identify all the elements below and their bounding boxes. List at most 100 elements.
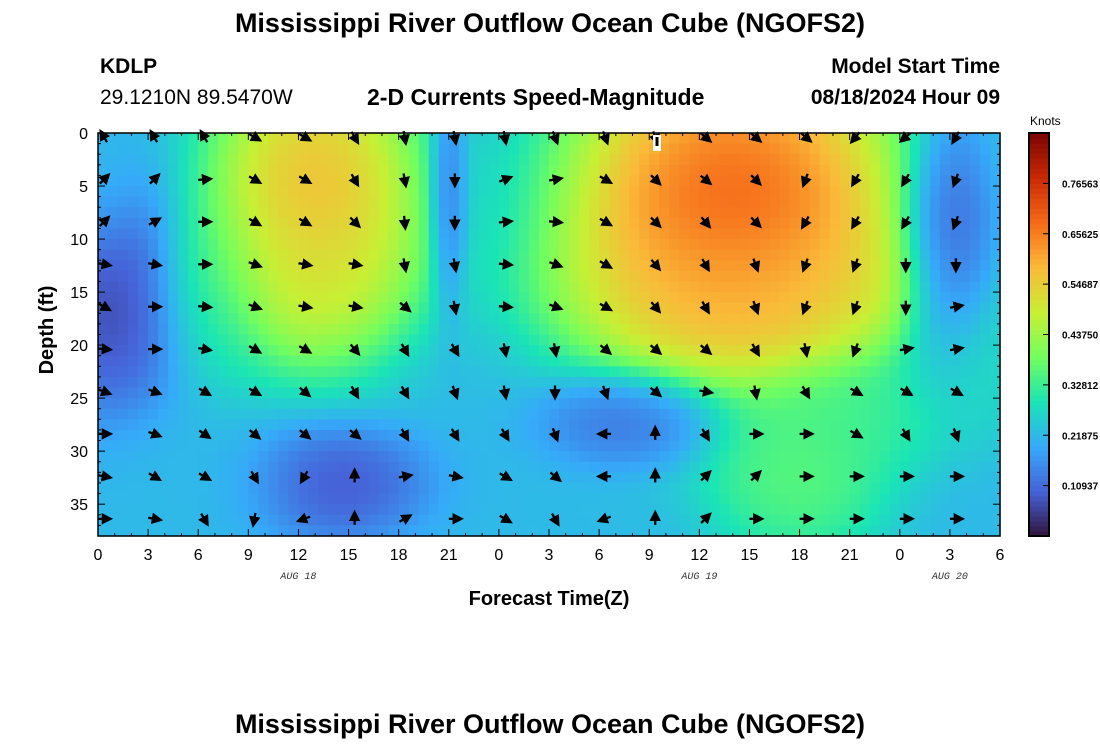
heatmap-cell bbox=[719, 376, 730, 389]
heatmap-cell bbox=[428, 154, 440, 166]
heatmap-cell bbox=[639, 493, 650, 505]
heatmap-cell bbox=[538, 281, 550, 293]
current-arrow bbox=[851, 343, 862, 358]
heatmap-cell bbox=[979, 281, 991, 293]
heatmap-cell bbox=[559, 186, 570, 198]
heatmap-cell bbox=[108, 493, 119, 505]
heatmap-cell bbox=[829, 345, 841, 357]
heatmap-cell bbox=[659, 186, 670, 198]
heatmap-cell bbox=[619, 292, 630, 304]
heatmap-cell bbox=[478, 482, 490, 495]
heatmap-cell bbox=[168, 504, 179, 516]
heatmap-cell bbox=[939, 514, 951, 526]
heatmap-cell bbox=[198, 323, 209, 336]
heatmap-cell bbox=[849, 440, 861, 452]
heatmap-cell bbox=[599, 164, 610, 177]
heatmap-cell bbox=[959, 451, 971, 463]
heatmap-cell bbox=[158, 514, 169, 526]
heatmap-cell bbox=[258, 217, 269, 230]
heatmap-cell bbox=[408, 260, 420, 272]
heatmap-cell bbox=[148, 345, 159, 357]
heatmap-cell bbox=[829, 419, 841, 431]
heatmap-cell bbox=[98, 239, 109, 251]
heatmap-cell bbox=[98, 228, 109, 240]
heatmap-cell bbox=[959, 228, 971, 240]
heatmap-cell bbox=[609, 175, 620, 187]
heatmap-cell bbox=[108, 345, 119, 357]
heatmap-cell bbox=[278, 260, 290, 272]
heatmap-cell bbox=[458, 281, 470, 293]
heatmap-cell bbox=[208, 472, 219, 484]
heatmap-cell bbox=[959, 398, 971, 410]
heatmap-cell bbox=[909, 239, 921, 251]
heatmap-cell bbox=[699, 525, 710, 537]
heatmap-cell bbox=[188, 143, 199, 155]
heatmap-cell bbox=[268, 143, 279, 155]
colorbar-segment bbox=[1029, 163, 1049, 169]
heatmap-cell bbox=[118, 419, 129, 431]
heatmap-cell bbox=[739, 451, 751, 463]
heatmap-cell bbox=[168, 461, 179, 473]
heatmap-cell bbox=[949, 472, 961, 484]
heatmap-cell bbox=[679, 186, 690, 198]
heatmap-cell bbox=[849, 239, 861, 251]
heatmap-cell bbox=[498, 525, 510, 537]
heatmap-cell bbox=[358, 334, 370, 346]
heatmap-cell bbox=[779, 270, 791, 283]
heatmap-cell bbox=[338, 398, 350, 410]
heatmap-cell bbox=[508, 239, 520, 251]
heatmap-cell bbox=[989, 260, 1001, 272]
current-arrow bbox=[248, 385, 263, 397]
heatmap-cell bbox=[338, 154, 350, 166]
current-arrow bbox=[248, 428, 262, 440]
heatmap-cell bbox=[809, 376, 821, 389]
heatmap-cell bbox=[609, 408, 620, 420]
colorbar-segment bbox=[1029, 349, 1049, 356]
heatmap-cell bbox=[959, 376, 971, 389]
heatmap-cell bbox=[118, 482, 129, 495]
heatmap-cell bbox=[839, 440, 851, 452]
heatmap-cell bbox=[889, 482, 901, 495]
heatmap-cell bbox=[328, 281, 340, 293]
heatmap-cell bbox=[288, 514, 300, 526]
heatmap-cell bbox=[448, 419, 460, 431]
heatmap-cell bbox=[969, 249, 981, 261]
heatmap-cell bbox=[619, 175, 630, 187]
heatmap-cell bbox=[789, 366, 801, 378]
heatmap-cell bbox=[218, 143, 229, 155]
heatmap-cell bbox=[218, 334, 229, 346]
heatmap-cell bbox=[238, 292, 249, 304]
heatmap-cell bbox=[729, 143, 741, 155]
heatmap-cell bbox=[589, 345, 600, 357]
heatmap-cell bbox=[248, 355, 259, 367]
heatmap-cell bbox=[889, 366, 901, 378]
heatmap-cell bbox=[158, 482, 169, 495]
heatmap-cell bbox=[408, 217, 420, 230]
heatmap-cell bbox=[989, 472, 1001, 484]
heatmap-cell bbox=[629, 419, 640, 431]
heatmap-cell bbox=[198, 186, 209, 198]
heatmap-cell bbox=[158, 164, 169, 177]
heatmap-cell bbox=[488, 207, 500, 219]
heatmap-cell bbox=[589, 408, 600, 420]
heatmap-cell bbox=[669, 323, 680, 336]
heatmap-cell bbox=[98, 270, 109, 283]
heatmap-cell bbox=[789, 355, 801, 367]
heatmap-cell bbox=[969, 419, 981, 431]
heatmap-cell bbox=[198, 408, 209, 420]
heatmap-cell bbox=[388, 482, 400, 495]
heatmap-cell bbox=[739, 292, 751, 304]
heatmap-cell bbox=[278, 249, 290, 261]
heatmap-cell bbox=[639, 217, 650, 230]
heatmap-cell bbox=[599, 207, 610, 219]
heatmap-cell bbox=[358, 345, 370, 357]
heatmap-cell bbox=[969, 355, 981, 367]
heatmap-cell bbox=[228, 154, 239, 166]
heatmap-cell bbox=[208, 164, 219, 177]
heatmap-cell bbox=[388, 472, 400, 484]
heatmap-cell bbox=[669, 196, 680, 208]
heatmap-cell bbox=[538, 366, 550, 378]
heatmap-cell bbox=[689, 270, 700, 283]
current-arrow bbox=[298, 130, 313, 142]
heatmap-cell bbox=[418, 143, 430, 155]
